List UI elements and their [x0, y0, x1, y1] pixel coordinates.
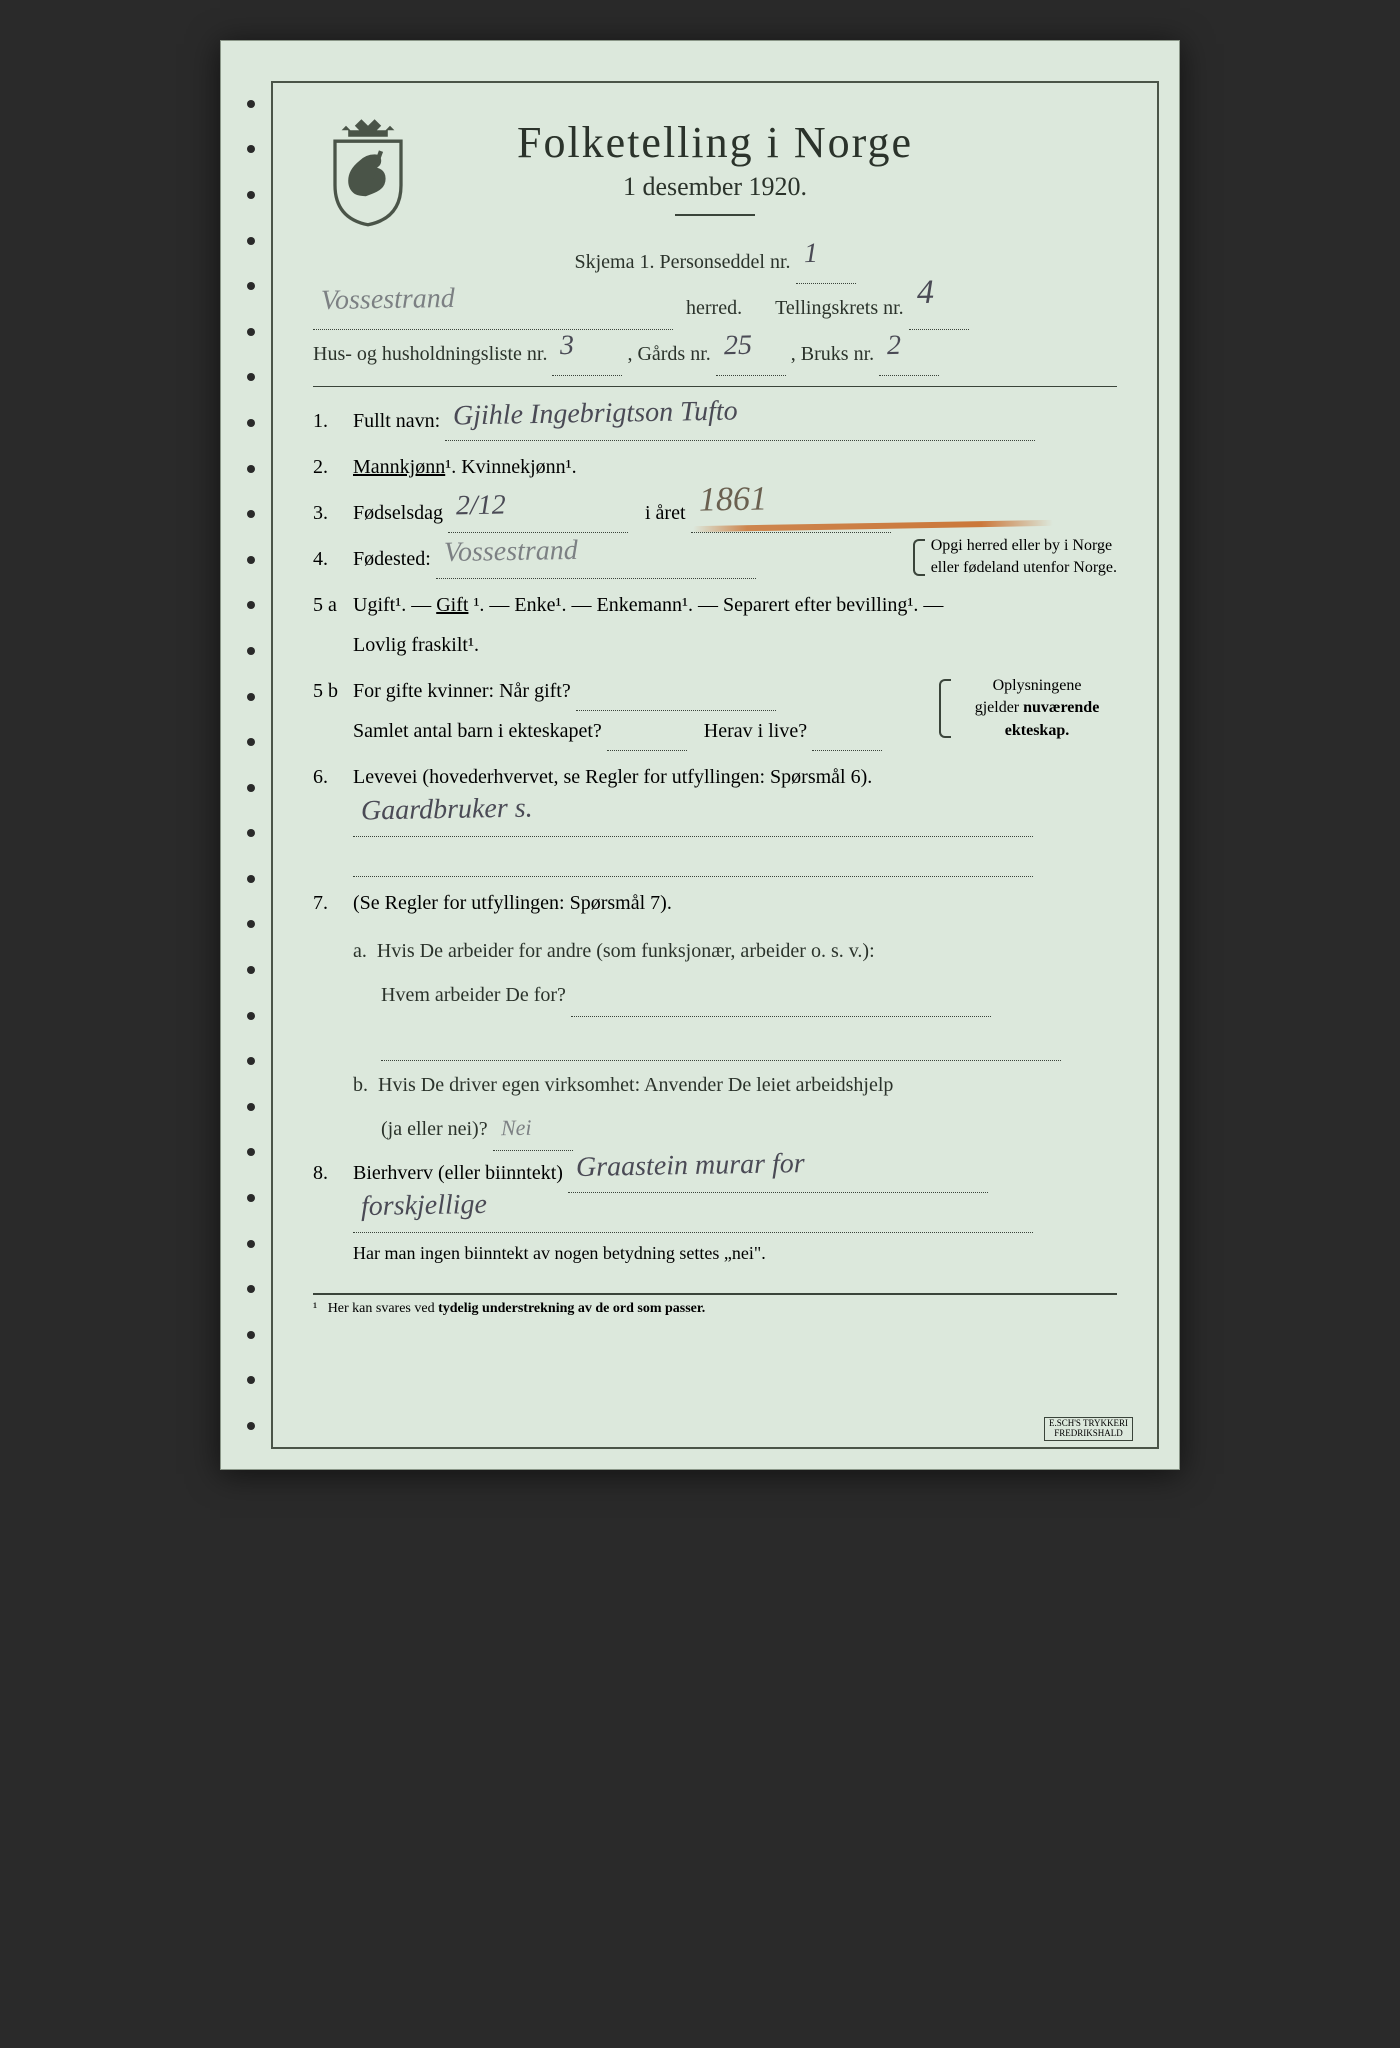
herred-value: Vossestrand — [320, 268, 455, 332]
q5a-c: Lovlig fraskilt¹. — [353, 634, 479, 656]
q5b-note: Oplysningene gjelder nuværende ekteskap. — [957, 675, 1117, 742]
q1-num: 1. — [313, 410, 353, 433]
footnote-text: ¹ Her kan svares ved tydelig understrekn… — [313, 1301, 705, 1316]
perforation-edge — [241, 81, 261, 1449]
q5b-num: 5 b — [313, 680, 353, 703]
q1-field: Gjihle Ingebrigtson Tufto — [445, 413, 1035, 441]
q8-field-2: forskjellige — [353, 1205, 1033, 1233]
q5a-b: ¹. — Enke¹. — Enkemann¹. — Separert efte… — [473, 594, 943, 616]
q4-value: Vossestrand — [443, 523, 578, 581]
q7: 7. (Se Regler for utfyllingen: Spørsmål … — [313, 883, 1117, 923]
q4-note-a: Opgi herred eller by i Norge — [931, 537, 1112, 554]
q8-value-a: Graastein murar for — [575, 1136, 805, 1196]
q6-value: Gaardbruker s. — [361, 781, 534, 840]
gards-field: 25 — [716, 348, 786, 376]
printer-mark: E.SCH'S TRYKKERI FREDRIKSHALD — [1044, 1417, 1133, 1441]
tellingskrets-label: Tellingskrets nr. — [775, 297, 904, 319]
personseddel-nr: 1 — [803, 223, 818, 285]
q1-value: Gjihle Ingebrigtson Tufto — [453, 384, 739, 445]
q7-label: (Se Regler for utfyllingen: Spørsmål 7). — [353, 892, 672, 914]
q5b-field-2 — [607, 723, 687, 751]
q3-label-a: Fødselsdag — [353, 502, 443, 524]
footnote: ¹ Her kan svares ved tydelig understrekn… — [313, 1293, 1117, 1317]
header: Folketelling i Norge 1 desember 1920. — [313, 117, 1117, 216]
gards-nr: 25 — [723, 315, 752, 377]
q3: 3. Fødselsdag 2/12 i året 1861 — [313, 493, 1117, 533]
q7b-field: Nei — [493, 1123, 573, 1151]
tellingskrets-field: 4 — [909, 302, 969, 330]
bruks-nr: 2 — [887, 315, 902, 377]
q4-field: Vossestrand — [436, 551, 756, 579]
hus-label: Hus- og husholdningsliste nr. — [313, 343, 547, 365]
q8-field-1: Graastein murar for — [568, 1165, 988, 1193]
page-title: Folketelling i Norge — [313, 117, 1117, 168]
q5b-field-3 — [812, 723, 882, 751]
q6: 6. Levevei (hovederhvervet, se Regler fo… — [313, 757, 1117, 877]
q2-underlined: Mannkjønn — [353, 456, 445, 478]
q5b-note-a: Oplysningene — [993, 677, 1082, 694]
q5a: 5 a Ugift¹. — Gift ¹. — Enke¹. — Enkeman… — [313, 585, 1117, 665]
q7a: a. Hvis De arbeider for andre (som funks… — [353, 929, 1117, 1061]
q8: 8. Bierhverv (eller biinntekt) Graastein… — [313, 1153, 1117, 1273]
q5b-b: Samlet antal barn i ekteskapet? — [353, 720, 602, 742]
q7b-a: Hvis De driver egen virksomhet: Anvender… — [378, 1074, 893, 1096]
q6-field: Gaardbruker s. — [353, 809, 1033, 837]
q4-num: 4. — [313, 548, 353, 571]
q8-value-b: forskjellige — [361, 1177, 488, 1235]
q8-num: 8. — [313, 1162, 353, 1185]
printmark-b: FREDRIKSHALD — [1054, 1428, 1123, 1438]
q5b-note-b: gjelder — [975, 699, 1019, 716]
q7a-field — [571, 989, 991, 1017]
q7a-field-2 — [381, 1033, 1061, 1061]
q4: 4. Fødested: Vossestrand Opgi herred ell… — [313, 539, 1117, 579]
personseddel-field: 1 — [796, 256, 856, 284]
q5a-num: 5 a — [313, 594, 353, 617]
q1-label: Fullt navn: — [353, 410, 440, 432]
q3-label-b: i året — [645, 502, 686, 524]
q6-num: 6. — [313, 766, 353, 789]
herred-line: Vossestrand herred. Tellingskrets nr. 4 — [313, 286, 1117, 330]
q5b-field-1 — [576, 683, 776, 711]
printmark-a: E.SCH'S TRYKKERI — [1049, 1418, 1128, 1428]
q4-note-b: eller fødeland utenfor Norge. — [931, 559, 1117, 576]
q5b-a: For gifte kvinner: Når gift? — [353, 680, 571, 702]
hus-field: 3 — [552, 348, 622, 376]
q4-note: Opgi herred eller by i Norge eller fødel… — [931, 535, 1117, 580]
q7a-b: Hvem arbeider De for? — [381, 984, 566, 1006]
q7a-a: Hvis De arbeider for andre (som funksjon… — [377, 940, 875, 962]
q1: 1. Fullt navn: Gjihle Ingebrigtson Tufto — [313, 401, 1117, 441]
page-subtitle: 1 desember 1920. — [313, 172, 1117, 202]
q4-label: Fødested: — [353, 548, 431, 570]
q7b-b: (ja eller nei)? — [381, 1118, 488, 1140]
form-frame: Folketelling i Norge 1 desember 1920. Sk… — [271, 81, 1159, 1449]
q5b: 5 b For gifte kvinner: Når gift? Samlet … — [313, 671, 1117, 751]
q3-num: 3. — [313, 502, 353, 525]
q6-field-2 — [353, 849, 1033, 877]
skjema-label: Skjema 1. Personseddel nr. — [574, 251, 790, 273]
q2-num: 2. — [313, 456, 353, 479]
gards-label: , Gårds nr. — [627, 343, 710, 365]
q5b-c: Herav i live? — [704, 720, 807, 742]
q5a-gift: Gift — [436, 594, 468, 616]
bruks-field: 2 — [879, 348, 939, 376]
tellingskrets-nr: 4 — [916, 256, 934, 331]
coat-of-arms-icon — [323, 117, 413, 227]
q5a-a: Ugift¹. — — [353, 594, 431, 616]
title-divider — [675, 214, 755, 216]
herred-field: Vossestrand — [313, 302, 673, 330]
q7b-value: Nei — [500, 1103, 531, 1152]
q8-note: Har man ingen biinntekt av nogen betydni… — [353, 1243, 766, 1263]
bruks-label: , Bruks nr. — [791, 343, 874, 365]
hus-line: Hus- og husholdningsliste nr. 3 , Gårds … — [313, 332, 1117, 376]
document-page: Folketelling i Norge 1 desember 1920. Sk… — [220, 40, 1180, 1470]
q7-num: 7. — [313, 892, 353, 915]
hus-nr: 3 — [560, 315, 575, 377]
q5b-note-c: nuværende ekteskap. — [1005, 699, 1100, 738]
